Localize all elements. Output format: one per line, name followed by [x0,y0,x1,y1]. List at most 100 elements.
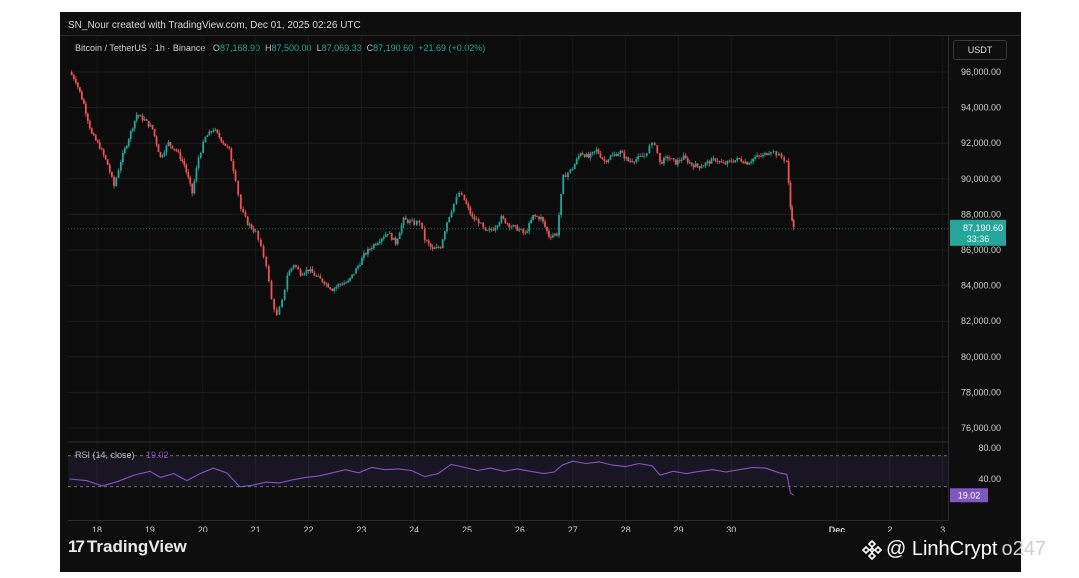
candle-body [163,152,166,156]
candle-body [239,194,242,210]
candle-body [637,156,640,160]
candle-body [141,115,144,121]
candle-body [299,269,302,276]
candle-body [633,161,636,163]
candle-body [425,240,428,241]
candle-body [421,222,424,229]
candle-body [260,239,262,247]
candle-body [288,270,291,276]
candle-body [629,160,632,162]
currency-button[interactable]: USDT [953,40,1007,60]
candle-body [446,222,448,232]
candle-body [367,249,369,255]
x-tick-label: 22 [303,525,313,532]
candle-body [688,162,691,164]
open-label: O [212,43,220,53]
candle-body [339,283,342,285]
candle-body [400,225,403,234]
candle-body [534,215,536,217]
x-tick-label: 20 [198,525,208,532]
price-chart-area[interactable] [68,36,949,521]
candle-body [744,161,747,164]
candle-body [674,159,677,165]
candle-body [371,247,373,250]
candle-body [382,236,385,239]
candle-body [490,228,493,230]
candle-body [315,275,318,277]
candle-body [441,239,444,249]
candle-body [512,225,515,227]
candle-body [374,244,377,246]
candle-body [189,177,192,184]
x-tick-label: 25 [462,525,472,532]
candle-body [639,156,642,157]
candle-body [615,154,618,157]
candle-body [303,273,306,275]
candle-body [555,233,558,236]
candle-body [409,220,411,223]
candle-body [161,155,164,157]
candle-body [86,113,89,121]
y-tick-label: 94,000.00 [961,103,1001,113]
candle-body [220,137,223,142]
candle-body [427,240,430,244]
candle-body [714,158,717,161]
candle-body [145,119,148,121]
candle-body [70,72,73,76]
candle-body [139,115,142,117]
candle-body [378,241,381,243]
candle-body [257,230,260,240]
candle-body [357,266,359,269]
candle-body [392,237,395,240]
candle-body [708,161,711,164]
candle-body [390,233,393,240]
candle-body [504,218,507,224]
candle-body [246,216,249,226]
high-value: 87,500.00 [271,43,312,53]
rsi-line [69,460,795,496]
candle-body [680,159,683,161]
candle-body [760,155,762,157]
candle-body [319,275,322,279]
candle-body [538,216,540,220]
candle-body [579,153,582,156]
candle-body [696,163,699,167]
candle-body [486,229,489,231]
candle-body [452,203,455,212]
candle-body [353,273,355,275]
candle-body [780,153,783,158]
candle-body [469,207,472,215]
candle-body [84,103,87,114]
candle-body [722,162,725,164]
candle-body [278,307,281,315]
candle-body [567,172,569,178]
candle-body [554,233,556,236]
candle-body [75,79,77,83]
candle-body [171,145,174,149]
candle-body [789,182,792,208]
candle-body [659,152,661,162]
candle-body [210,131,213,133]
candle-body [406,219,409,223]
candle-body [716,160,719,162]
candle-body [388,233,391,234]
y-tick-label: 78,000.00 [961,387,1001,397]
candle-body [473,216,476,220]
candle-body [544,221,546,227]
candle-body [307,269,310,272]
candle-body [475,219,478,221]
candle-body [704,162,707,166]
candle-body [177,150,180,153]
candle-body [169,142,172,146]
candle-body [119,162,122,171]
tradingview-logo: 17 TradingView [68,537,187,557]
candle-body [684,155,687,159]
candle-body [601,157,604,160]
candle-body [313,272,316,276]
candle-body [104,155,107,160]
candle-body [349,277,352,281]
candle-body [492,229,495,231]
candle-body [724,163,727,165]
candle-body [433,248,436,250]
candle-body [183,161,186,165]
